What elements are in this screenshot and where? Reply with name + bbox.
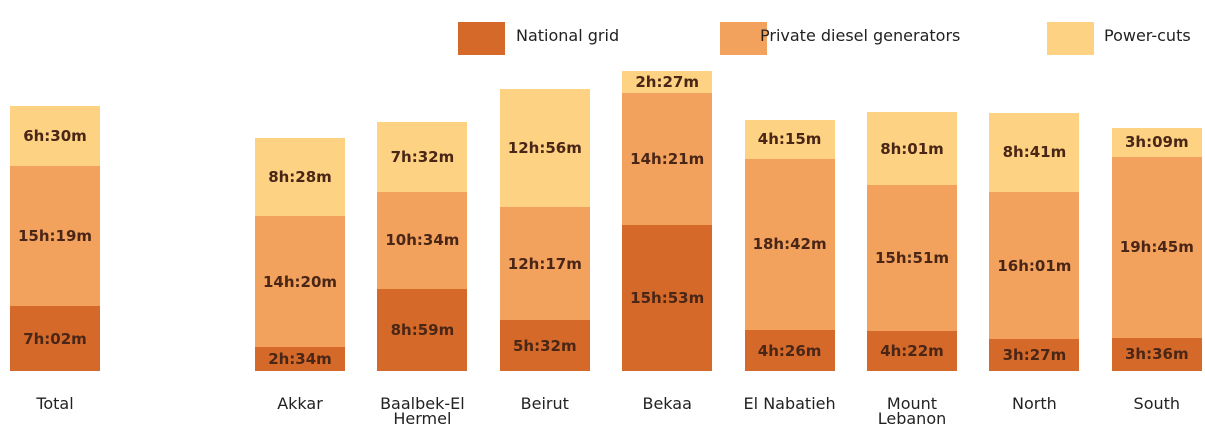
value-label: 2h:34m xyxy=(268,350,332,369)
value-label: 3h:27m xyxy=(1002,346,1067,365)
bar-segment: 8h:01m xyxy=(867,111,957,186)
value-label: 18h:42m xyxy=(752,235,827,254)
value-label: 15h:19m xyxy=(17,227,93,246)
value-label: 8h:28m xyxy=(268,167,332,186)
category-label: Akkar xyxy=(277,394,323,413)
value-label: 10h:34m xyxy=(385,231,460,250)
category-label: South xyxy=(1133,394,1181,413)
value-label: 4h:15m xyxy=(757,130,822,149)
category-label: El Nabatieh xyxy=(743,394,836,413)
bar-segment: 14h:20m xyxy=(255,215,345,348)
bar-segment: 5h:32m xyxy=(499,320,590,371)
category-label: Baalbek-El Hermel xyxy=(380,394,465,428)
category-label: Beirut xyxy=(520,394,569,413)
value-label: 8h:01m xyxy=(880,139,944,158)
value-label: 7h:32m xyxy=(390,147,455,166)
bar-segment: 14h:21m xyxy=(622,93,713,226)
bar-segment: 7h:32m xyxy=(377,122,468,192)
category-label: Total xyxy=(36,394,74,413)
bar-segment: 7h:02m xyxy=(10,306,100,371)
bar-segment: 3h:09m xyxy=(1111,127,1202,157)
legend-swatch xyxy=(458,22,505,55)
value-label: 15h:51m xyxy=(874,249,950,268)
bar-segment: 15h:19m xyxy=(10,165,100,307)
legend-label: National grid xyxy=(516,26,620,45)
bar-segment: 8h:28m xyxy=(255,138,345,216)
bar-segment: 6h:30m xyxy=(10,106,100,166)
value-label: 4h:22m xyxy=(880,341,944,360)
bar-segment: 8h:59m xyxy=(377,288,468,371)
value-label: 8h:41m xyxy=(1002,143,1067,162)
value-label: 14h:20m xyxy=(262,272,338,291)
value-label: 19h:45m xyxy=(1119,238,1194,257)
bar-segment: 8h:41m xyxy=(989,112,1080,193)
value-label: 12h:17m xyxy=(507,254,582,273)
category-label: Mount Lebanon xyxy=(877,394,947,428)
value-label: 15h:53m xyxy=(630,289,705,308)
legend-swatch xyxy=(720,22,767,55)
bar-segment: 19h:45m xyxy=(1111,156,1202,338)
value-label: 3h:36m xyxy=(1124,345,1189,364)
legend-label: Power-cuts xyxy=(1104,26,1191,45)
bar-segment: 18h:42m xyxy=(744,158,835,331)
bar-segment: 3h:27m xyxy=(989,339,1080,371)
bar-segment: 4h:26m xyxy=(744,330,835,371)
bar-segment: 2h:27m xyxy=(622,70,713,94)
category-label: North xyxy=(1012,394,1057,413)
bar-segment: 3h:36m xyxy=(1111,337,1202,371)
bar-segment: 12h:17m xyxy=(499,207,590,321)
bar-segment: 4h:15m xyxy=(744,119,835,159)
value-label: 12h:56m xyxy=(507,139,582,158)
bar-segment: 12h:56m xyxy=(499,88,590,208)
value-label: 5h:32m xyxy=(512,336,577,355)
bar-segment: 10h:34m xyxy=(377,191,468,289)
value-label: 7h:02m xyxy=(23,329,87,348)
legend-swatch xyxy=(1047,22,1094,55)
category-label: Bekaa xyxy=(642,394,692,413)
legend-label: Private diesel generators xyxy=(760,26,961,45)
bar-segment: 2h:34m xyxy=(255,347,345,371)
value-label: 14h:21m xyxy=(630,150,705,169)
bar-segment: 16h:01m xyxy=(989,192,1080,340)
bar-segment: 15h:51m xyxy=(867,185,957,331)
value-label: 8h:59m xyxy=(390,320,455,339)
value-label: 16h:01m xyxy=(997,256,1072,275)
value-label: 3h:09m xyxy=(1124,133,1189,152)
bar-segment: 15h:53m xyxy=(622,225,713,371)
bar-segment: 4h:22m xyxy=(867,330,957,371)
value-label: 4h:26m xyxy=(757,341,822,360)
value-label: 2h:27m xyxy=(635,73,699,92)
value-label: 6h:30m xyxy=(23,126,87,145)
